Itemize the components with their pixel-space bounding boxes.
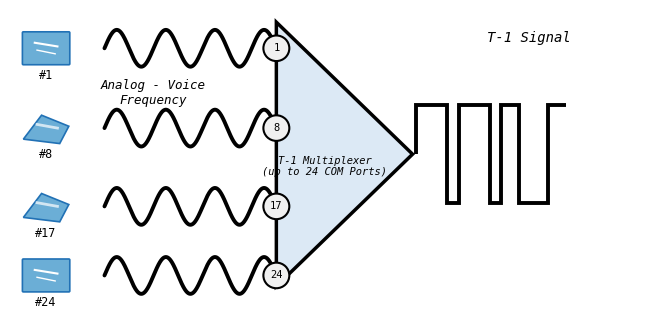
Text: #24: #24	[35, 296, 57, 309]
Polygon shape	[23, 193, 69, 222]
Circle shape	[263, 36, 289, 61]
Text: 24: 24	[270, 271, 283, 280]
Text: T-1 Signal: T-1 Signal	[488, 31, 571, 45]
Text: Analog - Voice
Frequency: Analog - Voice Frequency	[101, 79, 205, 107]
Circle shape	[263, 193, 289, 219]
Text: #8: #8	[39, 148, 53, 161]
Text: 1: 1	[273, 43, 280, 53]
Text: 17: 17	[270, 201, 283, 211]
Text: T-1 Multiplexer
(up to 24 COM Ports): T-1 Multiplexer (up to 24 COM Ports)	[263, 156, 387, 177]
Circle shape	[263, 263, 289, 288]
FancyBboxPatch shape	[22, 32, 70, 65]
Circle shape	[263, 115, 289, 141]
Polygon shape	[276, 22, 413, 286]
Text: #17: #17	[35, 227, 57, 240]
Text: 8: 8	[273, 123, 280, 133]
FancyBboxPatch shape	[22, 259, 70, 292]
Polygon shape	[23, 115, 69, 144]
Text: #1: #1	[39, 69, 53, 81]
